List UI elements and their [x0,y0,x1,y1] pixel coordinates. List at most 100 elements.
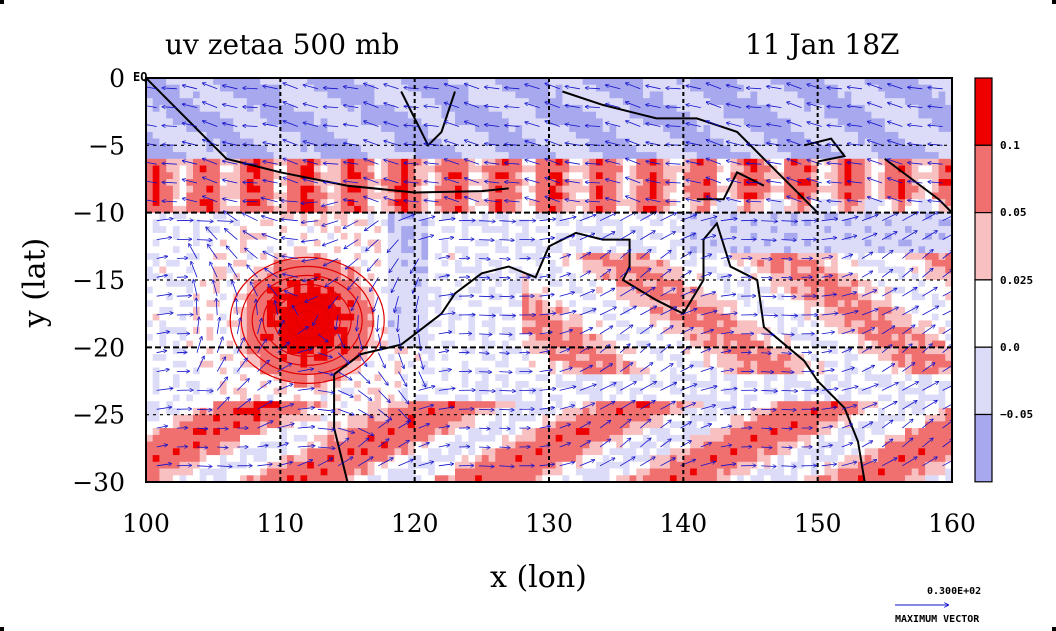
field-cell [186,185,194,193]
field-cell [213,192,221,200]
field-cell [824,306,832,315]
field-cell [750,300,758,308]
field-cell [461,131,469,140]
field-cell [884,266,893,274]
field-cell [246,320,255,328]
field-cell [172,286,181,294]
field-cell [790,280,799,288]
field-cell [737,104,745,113]
field-cell [891,313,899,321]
field-cell [488,327,496,335]
field-cell [334,165,342,173]
field-cell [199,84,207,92]
field-cell [300,273,308,281]
field-cell [790,98,799,106]
field-cell [421,286,429,294]
field-cell [542,125,550,133]
field-cell [884,131,893,140]
field-cell [461,300,469,308]
field-cell [790,333,799,342]
field-cell [461,205,469,214]
field-cell [313,125,322,133]
field-cell [481,91,490,99]
field-cell [414,347,422,355]
field-cell [260,158,268,167]
field-cell [649,192,658,200]
field-cell [743,306,752,315]
field-cell [837,313,846,321]
field-cell [475,158,483,167]
field-cell [287,152,295,160]
field-cell [260,172,268,180]
field-cell [824,192,832,200]
field-cell [233,333,241,342]
field-cell [643,145,651,153]
field-cell [945,125,952,133]
field-cell [468,232,476,241]
field-cell [824,212,832,220]
field-cell [287,118,295,126]
field-cell [837,199,846,207]
field-cell [683,226,691,234]
field-cell [475,354,483,362]
field-cell [555,259,563,268]
field-cell [535,212,543,220]
field-cell [307,259,315,268]
field-cell [441,78,449,86]
field-cell [569,347,577,355]
field-cell [878,165,886,173]
field-cell [911,253,919,261]
field-cell [911,239,919,247]
field-cell [643,212,651,220]
field-cell [407,91,416,99]
field-cell [152,253,160,261]
field-cell [636,158,644,167]
field-cell [743,286,752,294]
field-cell [340,232,349,241]
field-cell [757,226,765,234]
field-cell [394,226,402,234]
field-cell [918,226,926,234]
field-cell [562,273,570,281]
field-cell [837,118,846,126]
field-cell [360,219,369,227]
field-cell [166,158,174,167]
field-cell [313,199,322,207]
field-cell [206,91,214,99]
field-cell [266,259,275,268]
field-cell [387,219,396,227]
field-cell [938,239,946,247]
field-cell [763,320,772,328]
field-cell [354,239,362,247]
field-cell [757,118,765,126]
field-cell [401,347,409,355]
field-cell [589,293,597,301]
field-cell [146,152,154,160]
field-cell [676,78,684,86]
field-cell [770,98,778,106]
field-cell [690,340,698,348]
field-cell [737,239,745,247]
field-cell [656,104,664,113]
field-cell [575,253,584,261]
field-cell [669,192,678,200]
field-cell [515,313,523,321]
field-cell [381,286,389,294]
field-cell [757,78,765,86]
field-cell [293,199,302,207]
field-cell [622,179,631,187]
field-cell [931,185,940,193]
field-cell [502,131,510,140]
field-cell [253,300,261,308]
field-cell [602,131,610,140]
field-cell [307,205,315,214]
field-cell [340,145,349,153]
field-cell [609,199,617,207]
field-cell [622,125,631,133]
field-cell [159,158,167,167]
field-cell [763,179,772,187]
field-cell [280,179,288,187]
field-cell [152,104,160,113]
field-cell [596,98,604,106]
field-cell [347,333,355,342]
